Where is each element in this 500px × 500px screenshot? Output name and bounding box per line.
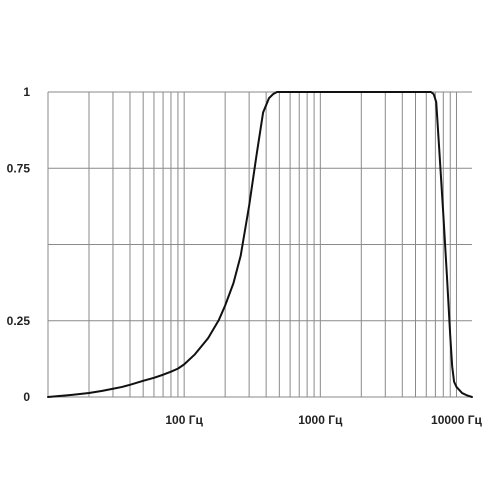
- y-axis-ticks: 0 0.25 0.75 1: [7, 85, 31, 404]
- x-tick-label: 1000 Гц: [298, 413, 343, 427]
- x-tick-label: 10000 Гц: [431, 413, 483, 427]
- grid: [47, 91, 472, 398]
- y-tick-label: 0.25: [7, 314, 31, 328]
- y-tick-label: 1: [23, 85, 30, 99]
- x-tick-label: 100 Гц: [165, 413, 203, 427]
- x-axis-ticks: 100 Гц 1000 Гц 10000 Гц: [165, 413, 482, 427]
- y-tick-label: 0: [23, 390, 30, 404]
- y-tick-label: 0.75: [7, 161, 31, 175]
- series-line: [47, 91, 473, 398]
- series-group: [47, 91, 473, 398]
